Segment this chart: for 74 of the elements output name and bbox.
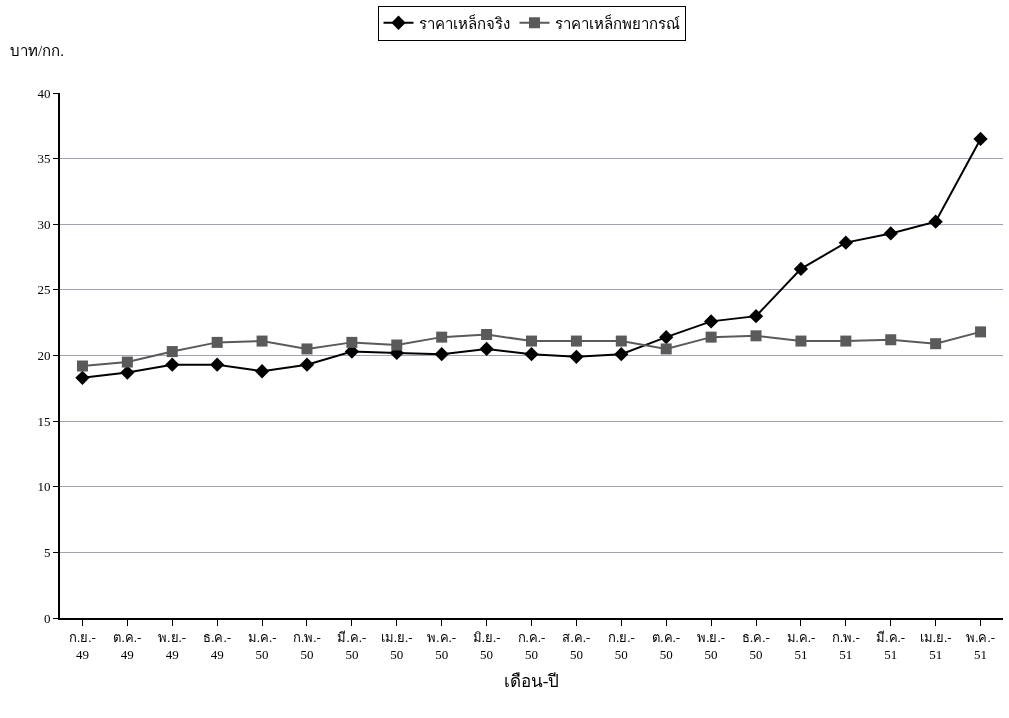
x-tick-label: มิ.ย.- 50 bbox=[472, 629, 501, 662]
x-tick-label: ส.ค.- 50 bbox=[562, 629, 591, 662]
y-tick-label: 40 bbox=[37, 85, 51, 101]
x-axis-title: เดือน-ปี bbox=[503, 672, 560, 692]
y-tick-label: 5 bbox=[43, 544, 51, 560]
x-tick-label: ต.ค.- 49 bbox=[113, 629, 142, 662]
legend-label: ราคาเหล็กพยากรณ์ bbox=[554, 13, 680, 32]
point bbox=[795, 335, 807, 347]
x-tick-label: ก.พ.- 50 bbox=[293, 629, 321, 662]
point bbox=[975, 326, 987, 338]
x-tick-label: ม.ค.- 51 bbox=[786, 629, 816, 662]
point bbox=[885, 334, 897, 346]
point bbox=[120, 365, 135, 380]
point bbox=[210, 357, 225, 372]
point bbox=[703, 314, 719, 329]
point bbox=[705, 331, 717, 343]
point bbox=[254, 364, 270, 379]
point bbox=[659, 329, 674, 345]
y-tick-label: 20 bbox=[37, 348, 51, 364]
y-tick-label: 35 bbox=[37, 151, 51, 167]
point bbox=[526, 335, 537, 347]
x-tick-label: มี.ค.- 50 bbox=[337, 629, 367, 662]
point bbox=[76, 360, 88, 372]
x-tick-label: พ.ย.- 49 bbox=[158, 629, 187, 662]
point bbox=[434, 347, 449, 362]
point bbox=[615, 335, 627, 347]
point bbox=[928, 214, 943, 229]
point bbox=[793, 261, 809, 277]
x-tick-label: มี.ค.- 51 bbox=[876, 629, 906, 662]
point bbox=[973, 131, 988, 147]
point bbox=[301, 343, 313, 355]
point bbox=[391, 339, 403, 351]
point bbox=[479, 341, 494, 357]
y-tick-label: 15 bbox=[37, 413, 51, 429]
x-tick-label: พ.ค.- 50 bbox=[427, 629, 457, 662]
point bbox=[165, 357, 180, 372]
point bbox=[346, 336, 358, 348]
point bbox=[256, 335, 268, 347]
point bbox=[569, 349, 584, 364]
x-tick-label: ธ.ค.- 50 bbox=[742, 629, 770, 662]
point bbox=[121, 356, 133, 368]
point bbox=[883, 226, 898, 241]
point bbox=[840, 335, 852, 347]
point bbox=[838, 235, 853, 250]
x-tick-label: พ.ค.- 51 bbox=[966, 629, 995, 662]
point bbox=[660, 343, 672, 355]
y-tick-label: 30 bbox=[37, 216, 51, 232]
point bbox=[75, 370, 90, 385]
point bbox=[436, 331, 448, 343]
point bbox=[166, 346, 178, 358]
legend-label: ราคาเหล็กจริง bbox=[418, 13, 510, 32]
y-axis-title: บาท/กก. bbox=[10, 43, 64, 59]
point bbox=[930, 338, 942, 350]
y-tick-label: 10 bbox=[37, 479, 51, 495]
point bbox=[211, 336, 223, 348]
point bbox=[570, 335, 582, 347]
x-tick-label: ก.ย.- 50 bbox=[607, 629, 635, 662]
y-tick-label: 25 bbox=[37, 282, 51, 298]
point bbox=[750, 330, 762, 342]
x-tick-label: เม.ย.- 51 bbox=[919, 629, 952, 662]
point bbox=[299, 357, 315, 372]
x-tick-label: พ.ย.- 50 bbox=[697, 629, 726, 662]
y-tick-label: 0 bbox=[43, 610, 51, 626]
point bbox=[481, 329, 493, 340]
x-tick-label: ก.ย.- 49 bbox=[69, 629, 96, 662]
x-tick-label: ก.พ.- 51 bbox=[831, 629, 860, 662]
x-tick-label: ต.ค.- 50 bbox=[652, 629, 681, 662]
x-tick-label: ธ.ค.- 49 bbox=[203, 629, 232, 662]
x-tick-label: เม.ย.- 50 bbox=[380, 629, 413, 662]
x-tick-label: ม.ค.- 50 bbox=[247, 629, 277, 662]
point bbox=[748, 308, 764, 324]
point bbox=[524, 347, 539, 362]
point bbox=[614, 347, 629, 362]
x-tick-label: ก.ค.- 50 bbox=[517, 629, 546, 662]
